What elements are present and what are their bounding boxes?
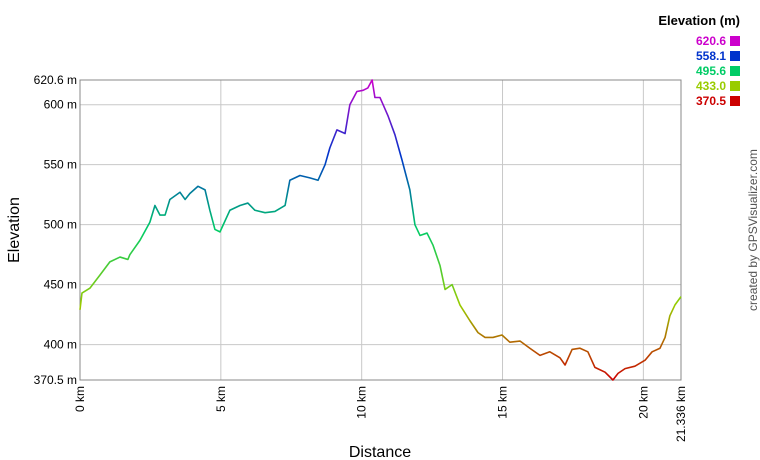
x-tick-label: 20 km <box>636 386 650 419</box>
y-tick-label: 500 m <box>44 218 77 232</box>
x-axis-label: Distance <box>349 444 411 460</box>
plot-frame <box>79 79 682 381</box>
legend-label: 495.6 <box>696 64 726 78</box>
legend-label: 620.6 <box>696 34 726 48</box>
y-tick-label: 550 m <box>44 158 77 172</box>
legend-label: 558.1 <box>696 49 726 63</box>
legend-swatch <box>730 66 740 76</box>
legend-swatch <box>730 81 740 91</box>
y-tick-label: 620.6 m <box>34 73 77 87</box>
legend-swatch <box>730 96 740 106</box>
x-tick-label: 0 km <box>73 386 87 412</box>
y-tick-label: 400 m <box>44 338 77 352</box>
y-axis-label: Elevation <box>6 197 23 263</box>
x-tick-label: 15 km <box>496 386 510 419</box>
legend-swatch <box>730 51 740 61</box>
y-tick-label: 370.5 m <box>34 373 77 387</box>
x-tick-label: 5 km <box>214 386 228 412</box>
elevation-line <box>79 79 682 381</box>
x-tick-label: 21.336 km <box>674 386 688 442</box>
legend-title: Elevation (m) <box>658 13 740 28</box>
legend-swatch <box>730 36 740 46</box>
x-tick-label: 10 km <box>355 386 369 419</box>
legend-label: 433.0 <box>696 79 726 93</box>
credit: created by GPSVisualizer.com <box>746 149 760 311</box>
y-tick-label: 600 m <box>44 98 77 112</box>
legend-label: 370.5 <box>696 94 726 108</box>
y-tick-label: 450 m <box>44 278 77 292</box>
